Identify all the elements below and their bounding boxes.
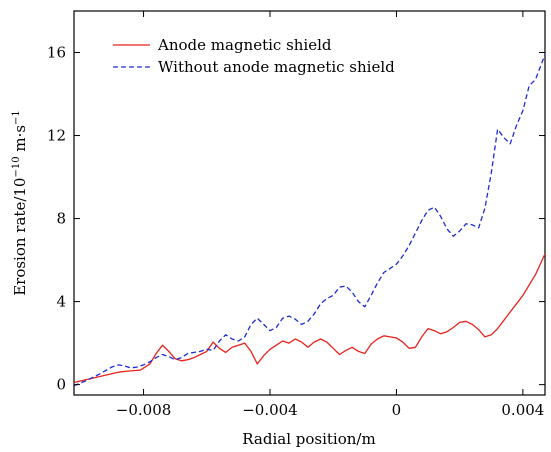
legend-label-anode-magnetic-shield: Anode magnetic shield: [157, 36, 332, 54]
y-axis-label-unit: m·s: [11, 125, 29, 156]
y-tick-label: 16: [47, 44, 66, 62]
x-axis-label: Radial position/m: [242, 430, 375, 448]
y-axis-label-exponent: −10: [11, 156, 22, 177]
y-tick-label: 8: [56, 210, 66, 228]
legend-label-without-anode-magnetic-shield: Without anode magnetic shield: [158, 58, 395, 76]
plot-frame: [73, 10, 546, 396]
y-tick-label: 0: [56, 376, 66, 394]
y-axis-label-unit-exponent: −1: [11, 110, 22, 125]
series-line-without-anode-magnetic-shield: [73, 54, 546, 387]
y-axis-ticks: 0 4 8 12 16: [47, 44, 545, 394]
legend: Anode magnetic shield Without anode magn…: [113, 36, 395, 76]
y-tick-label: 4: [56, 293, 66, 311]
x-tick-label: −0.004: [242, 401, 298, 419]
x-tick-label: −0.008: [116, 401, 172, 419]
series-line-anode-magnetic-shield: [73, 253, 546, 384]
x-axis-ticks: −0.008 −0.004 0 0.004: [116, 11, 544, 419]
y-axis-label-main: Erosion rate/10: [11, 178, 29, 296]
y-axis-label: Erosion rate/10−10 m·s−1: [11, 110, 29, 296]
series-lines: [73, 54, 546, 387]
x-tick-label: 0: [392, 401, 402, 419]
x-tick-label: 0.004: [501, 401, 544, 419]
y-tick-label: 12: [47, 127, 66, 145]
